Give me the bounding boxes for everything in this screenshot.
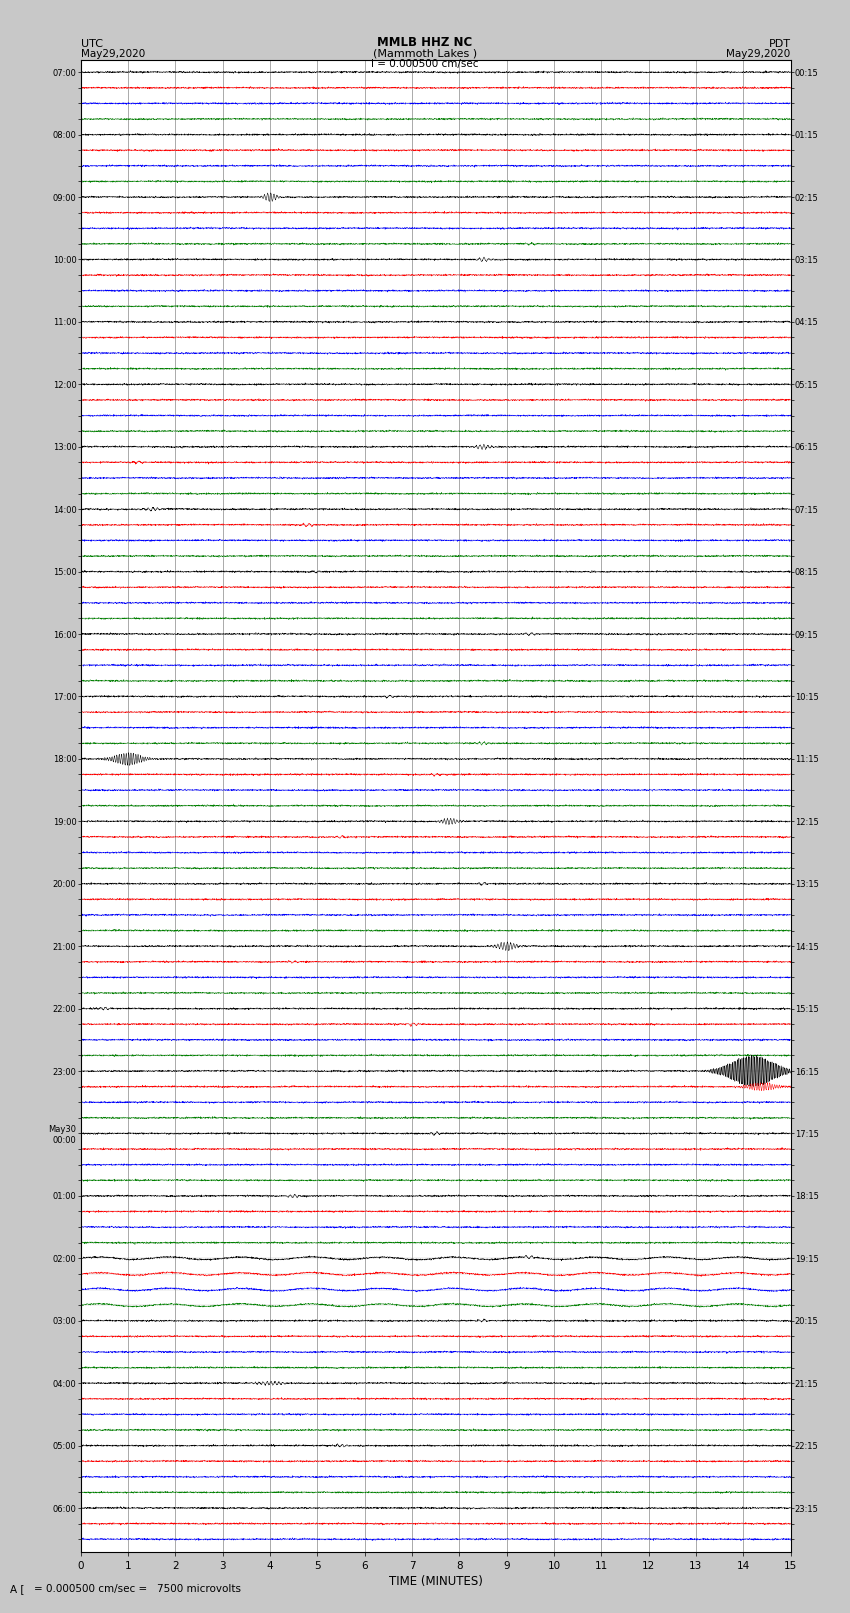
X-axis label: TIME (MINUTES): TIME (MINUTES): [388, 1574, 483, 1587]
Text: PDT: PDT: [768, 39, 790, 50]
Text: = 0.000500 cm/sec =   7500 microvolts: = 0.000500 cm/sec = 7500 microvolts: [34, 1584, 241, 1594]
Text: May29,2020: May29,2020: [81, 48, 145, 58]
Text: A [: A [: [10, 1584, 25, 1594]
Text: (Mammoth Lakes ): (Mammoth Lakes ): [373, 48, 477, 58]
Text: MMLB HHZ NC: MMLB HHZ NC: [377, 35, 473, 50]
Text: UTC: UTC: [81, 39, 103, 50]
Text: I = 0.000500 cm/sec: I = 0.000500 cm/sec: [371, 58, 479, 69]
Text: May29,2020: May29,2020: [726, 48, 790, 58]
